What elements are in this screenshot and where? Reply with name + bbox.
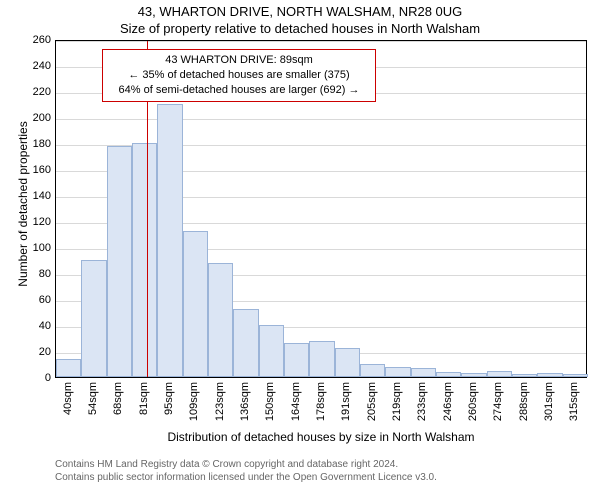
x-tick-label: 54sqm — [87, 382, 99, 415]
x-tick-label: 205sqm — [366, 382, 378, 421]
y-tick-label: 20 — [39, 346, 51, 358]
x-tick-label: 164sqm — [290, 382, 302, 421]
footer-line-1: Contains HM Land Registry data © Crown c… — [55, 458, 437, 471]
annotation-line: 64% of semi-detached houses are larger (… — [110, 83, 368, 98]
x-tick-label: 150sqm — [264, 382, 276, 421]
annotation-line: ← 35% of detached houses are smaller (37… — [110, 68, 368, 83]
annotation-box: 43 WHARTON DRIVE: 89sqm← 35% of detached… — [102, 49, 376, 102]
x-tick-label: 68sqm — [112, 382, 124, 415]
y-tick-label: 120 — [33, 216, 51, 228]
x-tick-label: 95sqm — [163, 382, 175, 415]
x-axis-title: Distribution of detached houses by size … — [55, 430, 587, 444]
histogram-bar — [335, 348, 360, 377]
histogram-bar — [411, 368, 436, 377]
histogram-bar — [56, 359, 81, 377]
y-tick-label: 140 — [33, 190, 51, 202]
y-tick-label: 220 — [33, 86, 51, 98]
histogram-bar — [461, 373, 486, 377]
y-tick-label: 260 — [33, 34, 51, 46]
x-tick-label: 123sqm — [214, 382, 226, 421]
x-tick-label: 178sqm — [315, 382, 327, 421]
y-tick-label: 60 — [39, 294, 51, 306]
x-tick-label: 136sqm — [239, 382, 251, 421]
histogram-bar — [284, 343, 309, 377]
x-tick-label: 191sqm — [340, 382, 352, 421]
x-tick-label: 81sqm — [138, 382, 150, 415]
x-tick-label: 246sqm — [442, 382, 454, 421]
footer-line-2: Contains public sector information licen… — [55, 471, 437, 484]
x-tick-label: 219sqm — [391, 382, 403, 421]
histogram-bar — [436, 372, 461, 377]
x-tick-labels: 40sqm 54sqm 68sqm 81sqm 95sqm 109sqm 123sqm 136… — [55, 382, 587, 432]
y-tick-label: 240 — [33, 60, 51, 72]
histogram-bar — [309, 341, 334, 377]
footer-attribution: Contains HM Land Registry data © Crown c… — [55, 458, 437, 484]
annotation-line: 43 WHARTON DRIVE: 89sqm — [110, 53, 368, 68]
y-tick-label: 180 — [33, 138, 51, 150]
y-tick-label: 80 — [39, 268, 51, 280]
histogram-bar — [259, 325, 284, 377]
histogram-bar — [157, 104, 182, 377]
histogram-bar — [385, 367, 410, 377]
histogram-plot: 43 WHARTON DRIVE: 89sqm← 35% of detached… — [55, 40, 587, 378]
y-tick-label: 40 — [39, 320, 51, 332]
histogram-bar — [132, 143, 157, 377]
y-axis-label: Number of detached properties — [16, 104, 30, 304]
x-tick-label: 315sqm — [568, 382, 580, 421]
histogram-bar — [81, 260, 106, 377]
histogram-bar — [360, 364, 385, 377]
gridline — [56, 119, 586, 120]
y-tick-label: 0 — [45, 372, 51, 384]
histogram-bar — [183, 231, 208, 377]
histogram-bar — [487, 371, 512, 378]
histogram-bar — [208, 263, 233, 377]
x-tick-label: 288sqm — [518, 382, 530, 421]
x-tick-label: 274sqm — [492, 382, 504, 421]
y-tick-label: 200 — [33, 112, 51, 124]
page-subtitle: Size of property relative to detached ho… — [0, 21, 600, 38]
histogram-bar — [563, 374, 588, 377]
gridline — [56, 41, 586, 42]
x-tick-label: 40sqm — [62, 382, 74, 415]
y-tick-label: 100 — [33, 242, 51, 254]
histogram-bar — [512, 374, 537, 377]
histogram-bar — [233, 309, 258, 377]
x-tick-label: 301sqm — [543, 382, 555, 421]
y-tick-label: 160 — [33, 164, 51, 176]
page-title: 43, WHARTON DRIVE, NORTH WALSHAM, NR28 0… — [0, 4, 600, 21]
x-tick-label: 109sqm — [188, 382, 200, 421]
x-tick-label: 260sqm — [467, 382, 479, 421]
x-tick-label: 233sqm — [416, 382, 428, 421]
histogram-bar — [107, 146, 132, 377]
histogram-bar — [537, 373, 562, 377]
